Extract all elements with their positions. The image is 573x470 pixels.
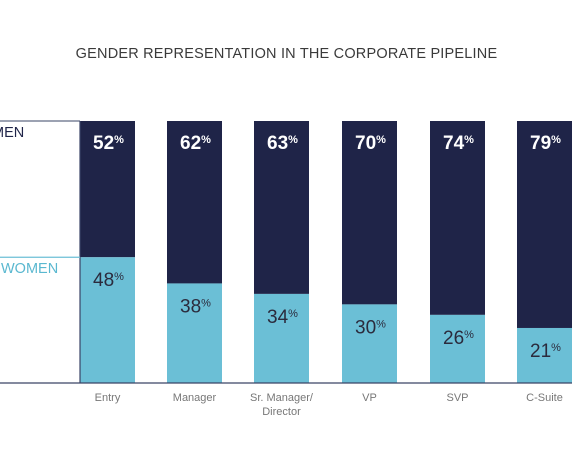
men-bar-segment [430, 121, 485, 315]
women-bar-segment [342, 304, 397, 383]
men-bar-segment [342, 121, 397, 305]
women-value-label: 26% [443, 328, 474, 349]
men-bar-segment [167, 121, 222, 284]
men-value-label: 52% [93, 133, 124, 154]
women-value-label: 38% [180, 296, 211, 317]
category-label: Entry [95, 392, 121, 404]
men-bar-segment [517, 121, 572, 328]
men-value-label: 62% [180, 133, 211, 154]
category-label: Sr. Manager/ [250, 392, 314, 404]
men-bar-segment [80, 121, 135, 258]
women-bar-segment [517, 327, 572, 383]
women-value-label: 30% [355, 317, 386, 338]
men-value-label: 63% [267, 133, 298, 154]
men-value-label: 79% [530, 133, 561, 154]
men-value-label: 74% [443, 133, 474, 154]
category-label: SVP [446, 392, 468, 404]
chart-title: GENDER REPRESENTATION IN THE CORPORATE P… [75, 46, 498, 62]
category-label: Manager [173, 392, 217, 404]
category-label: VP [362, 392, 377, 404]
women-value-label: 34% [267, 307, 298, 328]
women-value-label: 48% [93, 270, 124, 291]
women-bar-segment [254, 293, 309, 383]
women-bar-segment [167, 283, 222, 383]
women-bar-segment [430, 314, 485, 383]
category-label: C-Suite [526, 392, 563, 404]
men-value-label: 70% [355, 133, 386, 154]
men-legend-label: MEN [0, 125, 24, 141]
women-value-label: 21% [530, 341, 561, 362]
category-label: Director [262, 406, 301, 418]
men-bar-segment [254, 121, 309, 294]
women-legend-label: WOMEN [1, 261, 58, 277]
women-bar-segment [80, 257, 135, 383]
